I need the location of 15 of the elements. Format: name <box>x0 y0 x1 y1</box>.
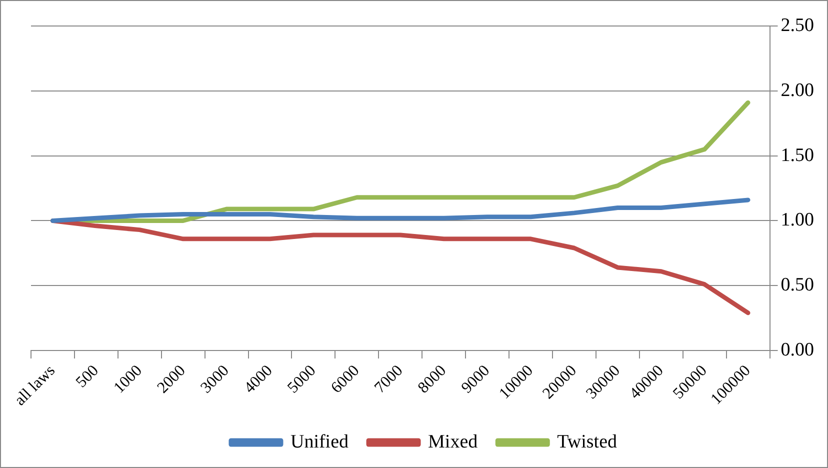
legend-label: Unified <box>290 431 350 452</box>
legend-label: Twisted <box>557 431 618 452</box>
x-tick-label: all laws <box>12 362 59 410</box>
x-tick-label: 7000 <box>372 362 406 397</box>
x-tick-label: 6000 <box>328 362 363 397</box>
y-tick-label: 2.50 <box>780 14 814 36</box>
y-tick-label: 1.00 <box>780 210 814 231</box>
y-tick-label: 0.00 <box>780 340 814 361</box>
x-tick-label: 8000 <box>414 362 450 397</box>
legend-label: Mixed <box>428 431 478 452</box>
x-tick-label: 500 <box>72 362 102 392</box>
y-tick-label: 0.50 <box>780 274 814 296</box>
y-tick-label: 2.00 <box>780 80 814 101</box>
x-tick-label: 4000 <box>241 362 276 397</box>
y-tick-label: 1.50 <box>780 144 814 166</box>
